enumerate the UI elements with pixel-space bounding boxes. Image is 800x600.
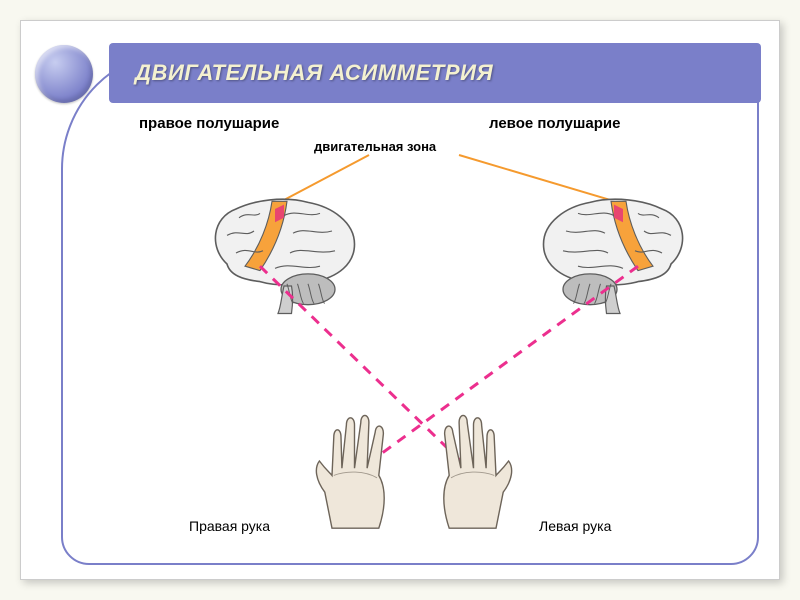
- diagram-area: правое полушарие левое полушарие двигате…: [69, 113, 755, 559]
- title-bullet-icon: [35, 45, 93, 103]
- diagram-svg: [69, 113, 749, 553]
- title-banner: ДВИГАТЕЛЬНАЯ АСИММЕТРИЯ: [109, 43, 761, 103]
- slide: ДВИГАТЕЛЬНАЯ АСИММЕТРИЯ правое полушарие…: [20, 20, 780, 580]
- slide-title: ДВИГАТЕЛЬНАЯ АСИММЕТРИЯ: [135, 60, 493, 86]
